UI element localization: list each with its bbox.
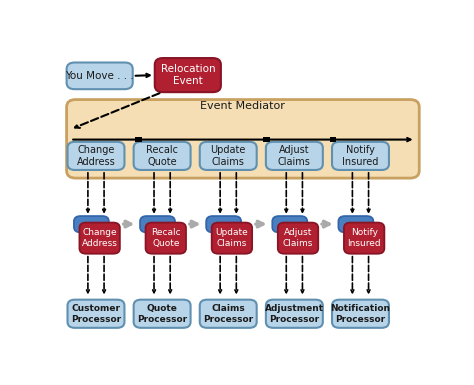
FancyBboxPatch shape <box>212 223 252 254</box>
FancyBboxPatch shape <box>272 216 307 233</box>
FancyBboxPatch shape <box>344 223 384 254</box>
FancyBboxPatch shape <box>66 100 419 178</box>
Polygon shape <box>264 137 270 142</box>
FancyBboxPatch shape <box>200 300 257 328</box>
Text: Quote
Processor: Quote Processor <box>137 304 187 324</box>
Text: Adjustment
Processor: Adjustment Processor <box>265 304 324 324</box>
Polygon shape <box>135 137 142 142</box>
Text: You Move . . .: You Move . . . <box>65 71 134 81</box>
Polygon shape <box>329 137 336 142</box>
FancyBboxPatch shape <box>146 223 186 254</box>
Text: Adjust
Claims: Adjust Claims <box>283 228 313 248</box>
FancyBboxPatch shape <box>134 300 191 328</box>
Text: Recalc
Quote: Recalc Quote <box>146 145 178 167</box>
FancyBboxPatch shape <box>200 142 257 170</box>
FancyBboxPatch shape <box>332 300 389 328</box>
Text: Customer
Processor: Customer Processor <box>71 304 121 324</box>
FancyBboxPatch shape <box>74 216 109 233</box>
FancyBboxPatch shape <box>332 142 389 170</box>
Text: Event Mediator: Event Mediator <box>201 101 285 111</box>
Text: Relocation
Event: Relocation Event <box>161 64 215 86</box>
Text: Claims
Processor: Claims Processor <box>203 304 253 324</box>
FancyBboxPatch shape <box>278 223 318 254</box>
FancyBboxPatch shape <box>266 142 323 170</box>
FancyBboxPatch shape <box>338 216 374 233</box>
Text: Adjust
Claims: Adjust Claims <box>278 145 311 167</box>
FancyBboxPatch shape <box>67 300 125 328</box>
Text: Update
Claims: Update Claims <box>216 228 248 248</box>
FancyBboxPatch shape <box>140 216 175 233</box>
Text: Change
Address: Change Address <box>82 228 118 248</box>
FancyBboxPatch shape <box>80 223 120 254</box>
Text: Notify
Insured: Notify Insured <box>347 228 381 248</box>
FancyBboxPatch shape <box>134 142 191 170</box>
Text: Notify
Insured: Notify Insured <box>342 145 379 167</box>
Text: Change
Address: Change Address <box>77 145 115 167</box>
Text: Recalc
Quote: Recalc Quote <box>151 228 181 248</box>
Text: Update
Claims: Update Claims <box>210 145 246 167</box>
FancyBboxPatch shape <box>155 58 221 92</box>
FancyBboxPatch shape <box>266 300 323 328</box>
FancyBboxPatch shape <box>67 142 125 170</box>
FancyBboxPatch shape <box>206 216 241 233</box>
Text: Notification
Processor: Notification Processor <box>330 304 391 324</box>
FancyBboxPatch shape <box>66 62 133 89</box>
